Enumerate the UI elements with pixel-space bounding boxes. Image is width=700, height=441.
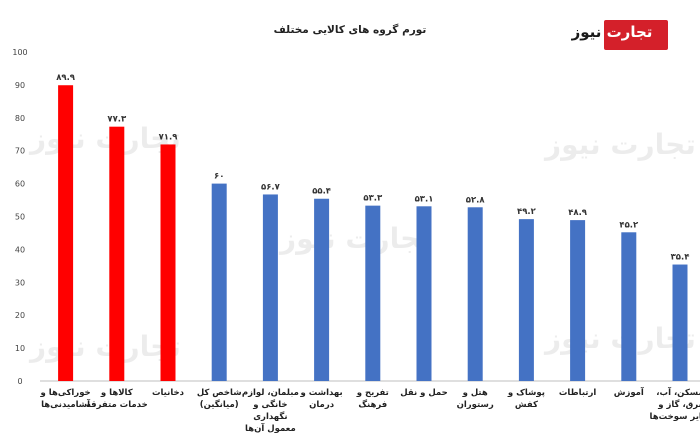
- bar: [467, 207, 483, 381]
- x-tick-label: خوراکی‌ها و آشامیدنی‌ها: [40, 388, 92, 410]
- x-tick-label: مسکن، آب،برق، گاز وسایر سوخت‌ها: [650, 386, 700, 422]
- bar-value-label: ۳۵.۴: [671, 253, 690, 263]
- chart-title: تورم گروه های کالایی مختلف: [273, 24, 427, 36]
- y-tick-label: 80: [15, 114, 25, 123]
- x-tick-label: مبلمان، لوازم خانگی و نگهداری معمول آن‌ها: [242, 388, 299, 434]
- y-tick-label: 90: [15, 81, 25, 90]
- bar-value-label: ۵۲.۸: [466, 195, 486, 205]
- x-tick-label: بهداشت و درمان: [299, 388, 342, 410]
- y-tick-label: 20: [15, 311, 25, 320]
- y-tick-label: 60: [15, 180, 25, 189]
- bar-value-label: ۵۳.۱: [415, 194, 434, 204]
- y-tick-label: 0: [17, 377, 22, 386]
- bar: [416, 206, 432, 381]
- bar-value-label: ۵۳.۳: [363, 194, 383, 204]
- bar: [160, 144, 176, 381]
- y-tick-label: 10: [15, 344, 25, 353]
- logo-text-news: نیوز: [571, 23, 602, 41]
- bar: [314, 198, 330, 381]
- x-tick-label: کالاها و خدمات متفرقه: [86, 388, 148, 410]
- bar: [58, 85, 74, 381]
- x-tick-label: حمل و نقل: [400, 388, 448, 398]
- bar-value-label: ۷۷.۳: [107, 115, 127, 125]
- bar: [672, 264, 688, 381]
- bar-value-label: ۴۵.۲: [619, 220, 639, 230]
- x-tick-label: دخانیات: [152, 388, 185, 398]
- bar: [211, 183, 227, 381]
- bar: [518, 219, 534, 381]
- bar-value-label: ۴۹.۲: [517, 207, 537, 217]
- bar: [365, 205, 381, 381]
- brand-logo: تجارت نیوز: [556, 18, 668, 52]
- y-tick-label: 70: [15, 147, 25, 156]
- bar-value-label: ۵۵.۴: [312, 187, 331, 197]
- bar: [109, 126, 125, 381]
- x-tick-label: تفریح و فرهنگ: [356, 388, 389, 410]
- x-tick-label: آموزش: [614, 386, 645, 398]
- x-tick-label: هتل و رستوران: [457, 388, 494, 410]
- bar: [621, 232, 637, 381]
- x-tick-label: ارتباطات: [559, 388, 596, 398]
- bar: [570, 220, 586, 381]
- x-tick-label: پوشاک و کفش: [507, 388, 545, 410]
- bar-value-label: ۷۱.۹: [159, 132, 179, 142]
- y-tick-label: 100: [12, 48, 27, 57]
- bar-value-label: ۴۸.۹: [568, 208, 588, 218]
- logo-background: [604, 20, 668, 50]
- logo-text-main: تجارت: [606, 23, 653, 41]
- y-tick-label: 40: [15, 245, 25, 254]
- bar-value-label: ۵۶.۷: [261, 182, 281, 192]
- bar: [262, 194, 278, 381]
- x-tick-label: شاخص کل (میانگین): [197, 388, 242, 410]
- bar-value-label: ۶۰: [214, 172, 224, 182]
- y-tick-label: 50: [15, 213, 25, 222]
- y-tick-label: 30: [15, 278, 25, 287]
- bar-value-label: ۸۹.۹: [56, 73, 76, 83]
